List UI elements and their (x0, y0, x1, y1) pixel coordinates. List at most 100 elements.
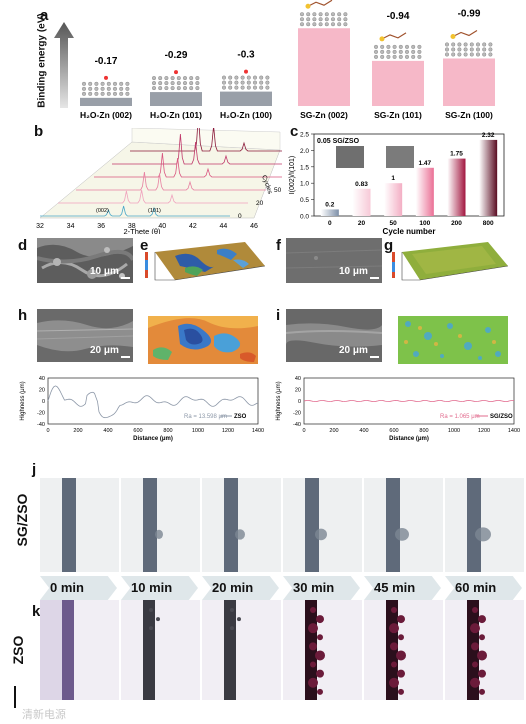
profile-xtick-label: 400 (359, 428, 368, 434)
dendrite-icon (317, 634, 323, 641)
zn-atom (476, 47, 481, 52)
zn-atom (119, 81, 124, 86)
energy-bar (220, 91, 272, 106)
sem-cross-section-sgzso: 20 μm (286, 309, 382, 362)
xrd-cycle-label: 50 (274, 187, 282, 194)
dendrite-icon (479, 634, 485, 641)
zn-atom (482, 42, 487, 47)
chart-c-ytick-label: 2.5 (300, 132, 309, 139)
zn-atom (259, 75, 264, 80)
scale-bar-i (370, 356, 379, 358)
deposition-frame (364, 478, 443, 572)
zn-atom (228, 75, 233, 80)
time-label: 0 min (50, 580, 84, 595)
zn-atom (469, 52, 474, 57)
deposition-frame (121, 478, 200, 572)
xrd-trace: 200 (112, 133, 282, 165)
deposition-frame (283, 600, 362, 700)
deposition-frame-image (305, 600, 325, 700)
xrd-cycle-label: 20 (256, 200, 264, 207)
zn-atom (88, 91, 93, 96)
zn-atom (331, 17, 336, 22)
zn-atom (234, 75, 239, 80)
water-molecule-icon (174, 70, 178, 75)
time-label: 20 min (212, 580, 254, 595)
xrd-cycle-label: 0 (238, 213, 242, 220)
zn-atom (324, 22, 329, 27)
panel-label-h: h (18, 307, 28, 324)
dendrite-icon (156, 617, 160, 622)
zinc-electrode (143, 600, 155, 700)
dendrite-icon (470, 677, 480, 688)
xrd-trace: 50 (76, 171, 282, 194)
dendrite-icon (308, 623, 318, 634)
chart-c-ytick-label: 0.5 (300, 197, 309, 204)
zn-atom (337, 22, 342, 27)
bubble-icon (235, 529, 245, 540)
zn-atom (482, 52, 487, 57)
scale-bar-f (370, 277, 379, 279)
intensity-ratio-chart: 0.0 0.5 1.0 1.5 2.0 2.5 I(002)/I(101) Cycle num… (289, 132, 505, 236)
zn-atom (265, 80, 270, 85)
zn-atom (451, 42, 456, 47)
xrd-trace-line (94, 152, 282, 178)
heatmap-zso (148, 316, 258, 364)
chart-c-bar (352, 188, 371, 216)
zn-atom (306, 17, 311, 22)
dendrite-icon (308, 677, 318, 688)
zn-atom (411, 44, 416, 49)
profile-ytick-label: 20 (39, 388, 45, 394)
zn-atom (182, 76, 187, 81)
zn-atom (386, 54, 391, 59)
chart-c-category-label: 0 (328, 220, 332, 227)
sg-molecule-icon (307, 0, 333, 7)
energy-bar (150, 92, 202, 106)
zn-atom (405, 44, 410, 49)
panel-label-e: e (140, 237, 149, 254)
zn-atom (312, 12, 317, 17)
dendrite-icon (472, 607, 478, 613)
zn-atom (380, 54, 385, 59)
energy-value-label: -0.17 (95, 56, 118, 67)
deposition-frame-image (305, 478, 327, 572)
zn-atom (306, 12, 311, 17)
energy-value-label: -0.3 (237, 50, 255, 61)
chart-c-value-label: 1 (391, 175, 395, 182)
time-arrow-segment (202, 576, 279, 600)
zn-atom (113, 91, 118, 96)
chart-c-sem-inset-1 (336, 146, 364, 168)
energy-bar (372, 60, 424, 106)
zn-atom (240, 75, 245, 80)
zn-atom (151, 86, 156, 91)
profile-legend-label: ZSO (234, 414, 247, 420)
dendrite-icon (478, 669, 486, 678)
deposition-frame-image (143, 478, 163, 572)
xrd-trace-line (112, 133, 282, 165)
water-molecule-icon (244, 69, 248, 74)
zn-atom (81, 91, 86, 96)
zn-atom (411, 54, 416, 59)
dendrite-icon (149, 626, 153, 631)
dendrite-icon (471, 642, 479, 651)
dendrite-icon (391, 607, 397, 613)
zn-atom (164, 81, 169, 86)
xrd-trace: 100 (94, 152, 282, 178)
zn-atom (405, 49, 410, 54)
zn-atom (234, 80, 239, 85)
profile-roughness-label: Ra = 13.598 μm (184, 414, 227, 420)
panel-label-k: k (32, 603, 41, 620)
zn-atom (252, 80, 257, 85)
zn-atom (221, 75, 226, 80)
deposition-row-sgzso (40, 478, 526, 572)
profile-ytick-label: -40 (293, 422, 301, 428)
zn-atom (380, 49, 385, 54)
deposition-frame (121, 600, 200, 700)
xrd-x-tick: 42 (189, 223, 197, 230)
panel-label-a: a (40, 7, 49, 24)
time-arrow-segment (121, 576, 198, 600)
zn-atom (398, 49, 403, 54)
row-label-sgzso: SG/ZSO (14, 493, 30, 547)
energy-bar-group: -1.62SG-Zn (002) (298, 0, 350, 120)
sg-molecule-icon (381, 32, 407, 40)
zn-atom (476, 42, 481, 47)
